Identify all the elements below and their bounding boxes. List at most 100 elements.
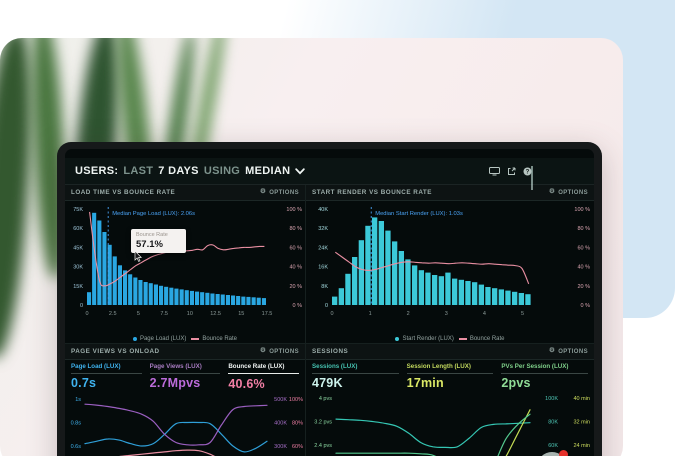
- axis-tick: 60K: [73, 226, 83, 232]
- axis-tick: 300K: [274, 444, 287, 450]
- date-range-dropdown[interactable]: USERS: LAST 7 DAYS USING MEDIAN: [75, 165, 306, 177]
- metric-value: 17min: [406, 376, 444, 390]
- gear-icon: ⚙: [259, 347, 267, 355]
- chart-legend: Page Load (LUX) Bounce Rate: [65, 332, 305, 343]
- axis-tick: 2: [407, 311, 410, 317]
- legend-item[interactable]: Bounce Rate: [191, 336, 237, 342]
- legend-label: Bounce Rate: [202, 335, 238, 342]
- help-icon[interactable]: ?: [523, 167, 532, 176]
- axis-tick-secondary: 60%: [292, 444, 303, 450]
- axis-tick: 4: [483, 311, 486, 317]
- series-line-pvs-per-session-lux-: [335, 413, 531, 456]
- metric-page-views[interactable]: Page Views (LUX) 2.7Mpvs: [149, 363, 221, 391]
- histogram-bars: [87, 212, 266, 305]
- metric-underline: [312, 372, 399, 374]
- legend-line-icon: [191, 337, 200, 340]
- axis-tick: 1: [369, 311, 372, 317]
- chat-button[interactable]: [537, 450, 568, 456]
- metric-value: 2.7Mpvs: [149, 376, 201, 390]
- series-line-page-load-lux-: [84, 421, 268, 453]
- metric-session-length[interactable]: Session Length (LUX) 17min: [406, 363, 494, 390]
- legend-item[interactable]: Bounce Rate: [458, 335, 505, 342]
- options-button[interactable]: ⚙ OPTIONS: [260, 348, 299, 355]
- page-views-chart: 1s0.8s0.6s0.4s500K400K300K200K100%80%60%…: [71, 397, 303, 456]
- axis-tick: 5: [521, 311, 524, 317]
- axis-tick: 8K: [321, 284, 328, 290]
- metric-underline: [149, 372, 221, 374]
- screen-glare: [531, 166, 533, 190]
- bounce-rate-line: [334, 251, 530, 285]
- options-button[interactable]: ⚙ OPTIONS: [260, 189, 299, 196]
- legend-label: Bounce Rate: [469, 335, 505, 342]
- metric-bounce-rate[interactable]: Bounce Rate (LUX) 40.6%: [228, 363, 300, 391]
- metric-label: Page Load (LUX): [71, 363, 121, 370]
- load-time-chart: 75K 60K 45K 30K 15K 0 100 % 80 % 60 % 40 % 20 % 0 %…: [73, 207, 303, 317]
- display-icon[interactable]: [489, 166, 500, 176]
- axis-tick: 3.2 pvs: [314, 420, 332, 426]
- axis-tick: 4 pvs: [319, 396, 332, 402]
- axis-tick: 0.8s: [71, 420, 82, 426]
- axis-tick: 80 %: [289, 226, 302, 232]
- metric-pvs-per-session[interactable]: PVs Per Session (LUX) 2pvs: [501, 363, 589, 390]
- legend-item[interactable]: Start Render (LUX): [395, 336, 454, 342]
- metric-label: Sessions (LUX): [312, 363, 358, 370]
- axis-tick: 0 %: [293, 303, 303, 309]
- axis-tick: 75K: [73, 207, 83, 213]
- axis-tick: 0: [80, 303, 83, 309]
- options-button[interactable]: ⚙ OPTIONS: [549, 348, 588, 355]
- notification-badge: [559, 450, 568, 456]
- panel-divider: [305, 185, 306, 456]
- legend-dot-icon: [395, 336, 400, 341]
- mouse-cursor-icon: [134, 251, 142, 263]
- panel-title: PAGE VIEWS VS ONLOAD: [71, 348, 160, 355]
- gear-icon: ⚙: [548, 347, 556, 355]
- axis-tick: 16K: [318, 265, 328, 271]
- axis-tick: 45K: [73, 245, 83, 251]
- metric-value: 2pvs: [501, 376, 531, 390]
- axis-tick: 3: [445, 311, 448, 317]
- start-render-chart: 40K 32K 24K 16K 8K 0 100 % 80 % 60 % 40 % 20 % 0 % M…: [318, 207, 590, 317]
- median-annotation: Median Start Render (LUX): 1.03s: [375, 211, 463, 217]
- series-line-bounce-rate-lux-: [115, 448, 216, 456]
- axis-tick: 60 %: [577, 245, 590, 251]
- axis-tick: 24K: [318, 245, 328, 251]
- metric-label: Session Length (LUX): [406, 363, 471, 370]
- metric-underline: [228, 372, 300, 374]
- dashboard-grid: LOAD TIME VS BOUNCE RATE ⚙ OPTIONS 75K 60…: [65, 185, 594, 456]
- axis-tick-secondary: 24 min: [573, 443, 590, 449]
- axis-tick: 5: [137, 311, 140, 317]
- median-annotation: Median Page Load (LUX): 2.06s: [112, 211, 195, 217]
- export-icon[interactable]: [507, 167, 516, 176]
- gear-icon: ⚙: [259, 188, 267, 196]
- panel-title: START RENDER VS BOUNCE RATE: [312, 189, 432, 196]
- options-label: OPTIONS: [558, 189, 588, 196]
- dropdown-label: USERS:: [75, 165, 119, 177]
- metric-sessions[interactable]: Sessions (LUX) 479K: [312, 363, 399, 390]
- legend-item[interactable]: Page Load (LUX): [132, 336, 186, 342]
- tooltip-label: Bounce Rate: [136, 232, 168, 238]
- axis-tick: 500K: [274, 397, 287, 403]
- options-label: OPTIONS: [558, 348, 588, 355]
- axis-tick-secondary: 80%: [292, 420, 303, 426]
- metric-underline: [501, 372, 589, 374]
- panel-load-time: LOAD TIME VS BOUNCE RATE ⚙ OPTIONS 75K 60…: [65, 185, 305, 343]
- axis-tick: 10: [187, 311, 193, 317]
- axis-tick: 100 %: [574, 207, 590, 213]
- dashboard-screen: USERS: LAST 7 DAYS USING MEDIAN: [65, 149, 594, 456]
- axis-tick: 100 %: [286, 207, 302, 213]
- axis-tick: 15K: [73, 284, 83, 290]
- axis-tick: 30K: [73, 265, 83, 271]
- panel-title: SESSIONS: [312, 348, 349, 355]
- axis-tick: 12.5: [210, 311, 221, 317]
- series-line-sessions-lux-: [335, 418, 531, 449]
- metric-value: 479K: [312, 376, 343, 390]
- metric-page-load[interactable]: Page Load (LUX) 0.7s: [71, 363, 142, 391]
- axis-tick: 40K: [318, 207, 328, 213]
- axis-tick-secondary: 100%: [289, 397, 303, 403]
- laptop: USERS: LAST 7 DAYS USING MEDIAN: [57, 142, 602, 456]
- axis-tick: 1s: [75, 397, 81, 403]
- legend-dot-icon: [132, 336, 137, 341]
- axis-tick: 17.5: [262, 311, 273, 317]
- options-button[interactable]: ⚙ OPTIONS: [549, 189, 588, 196]
